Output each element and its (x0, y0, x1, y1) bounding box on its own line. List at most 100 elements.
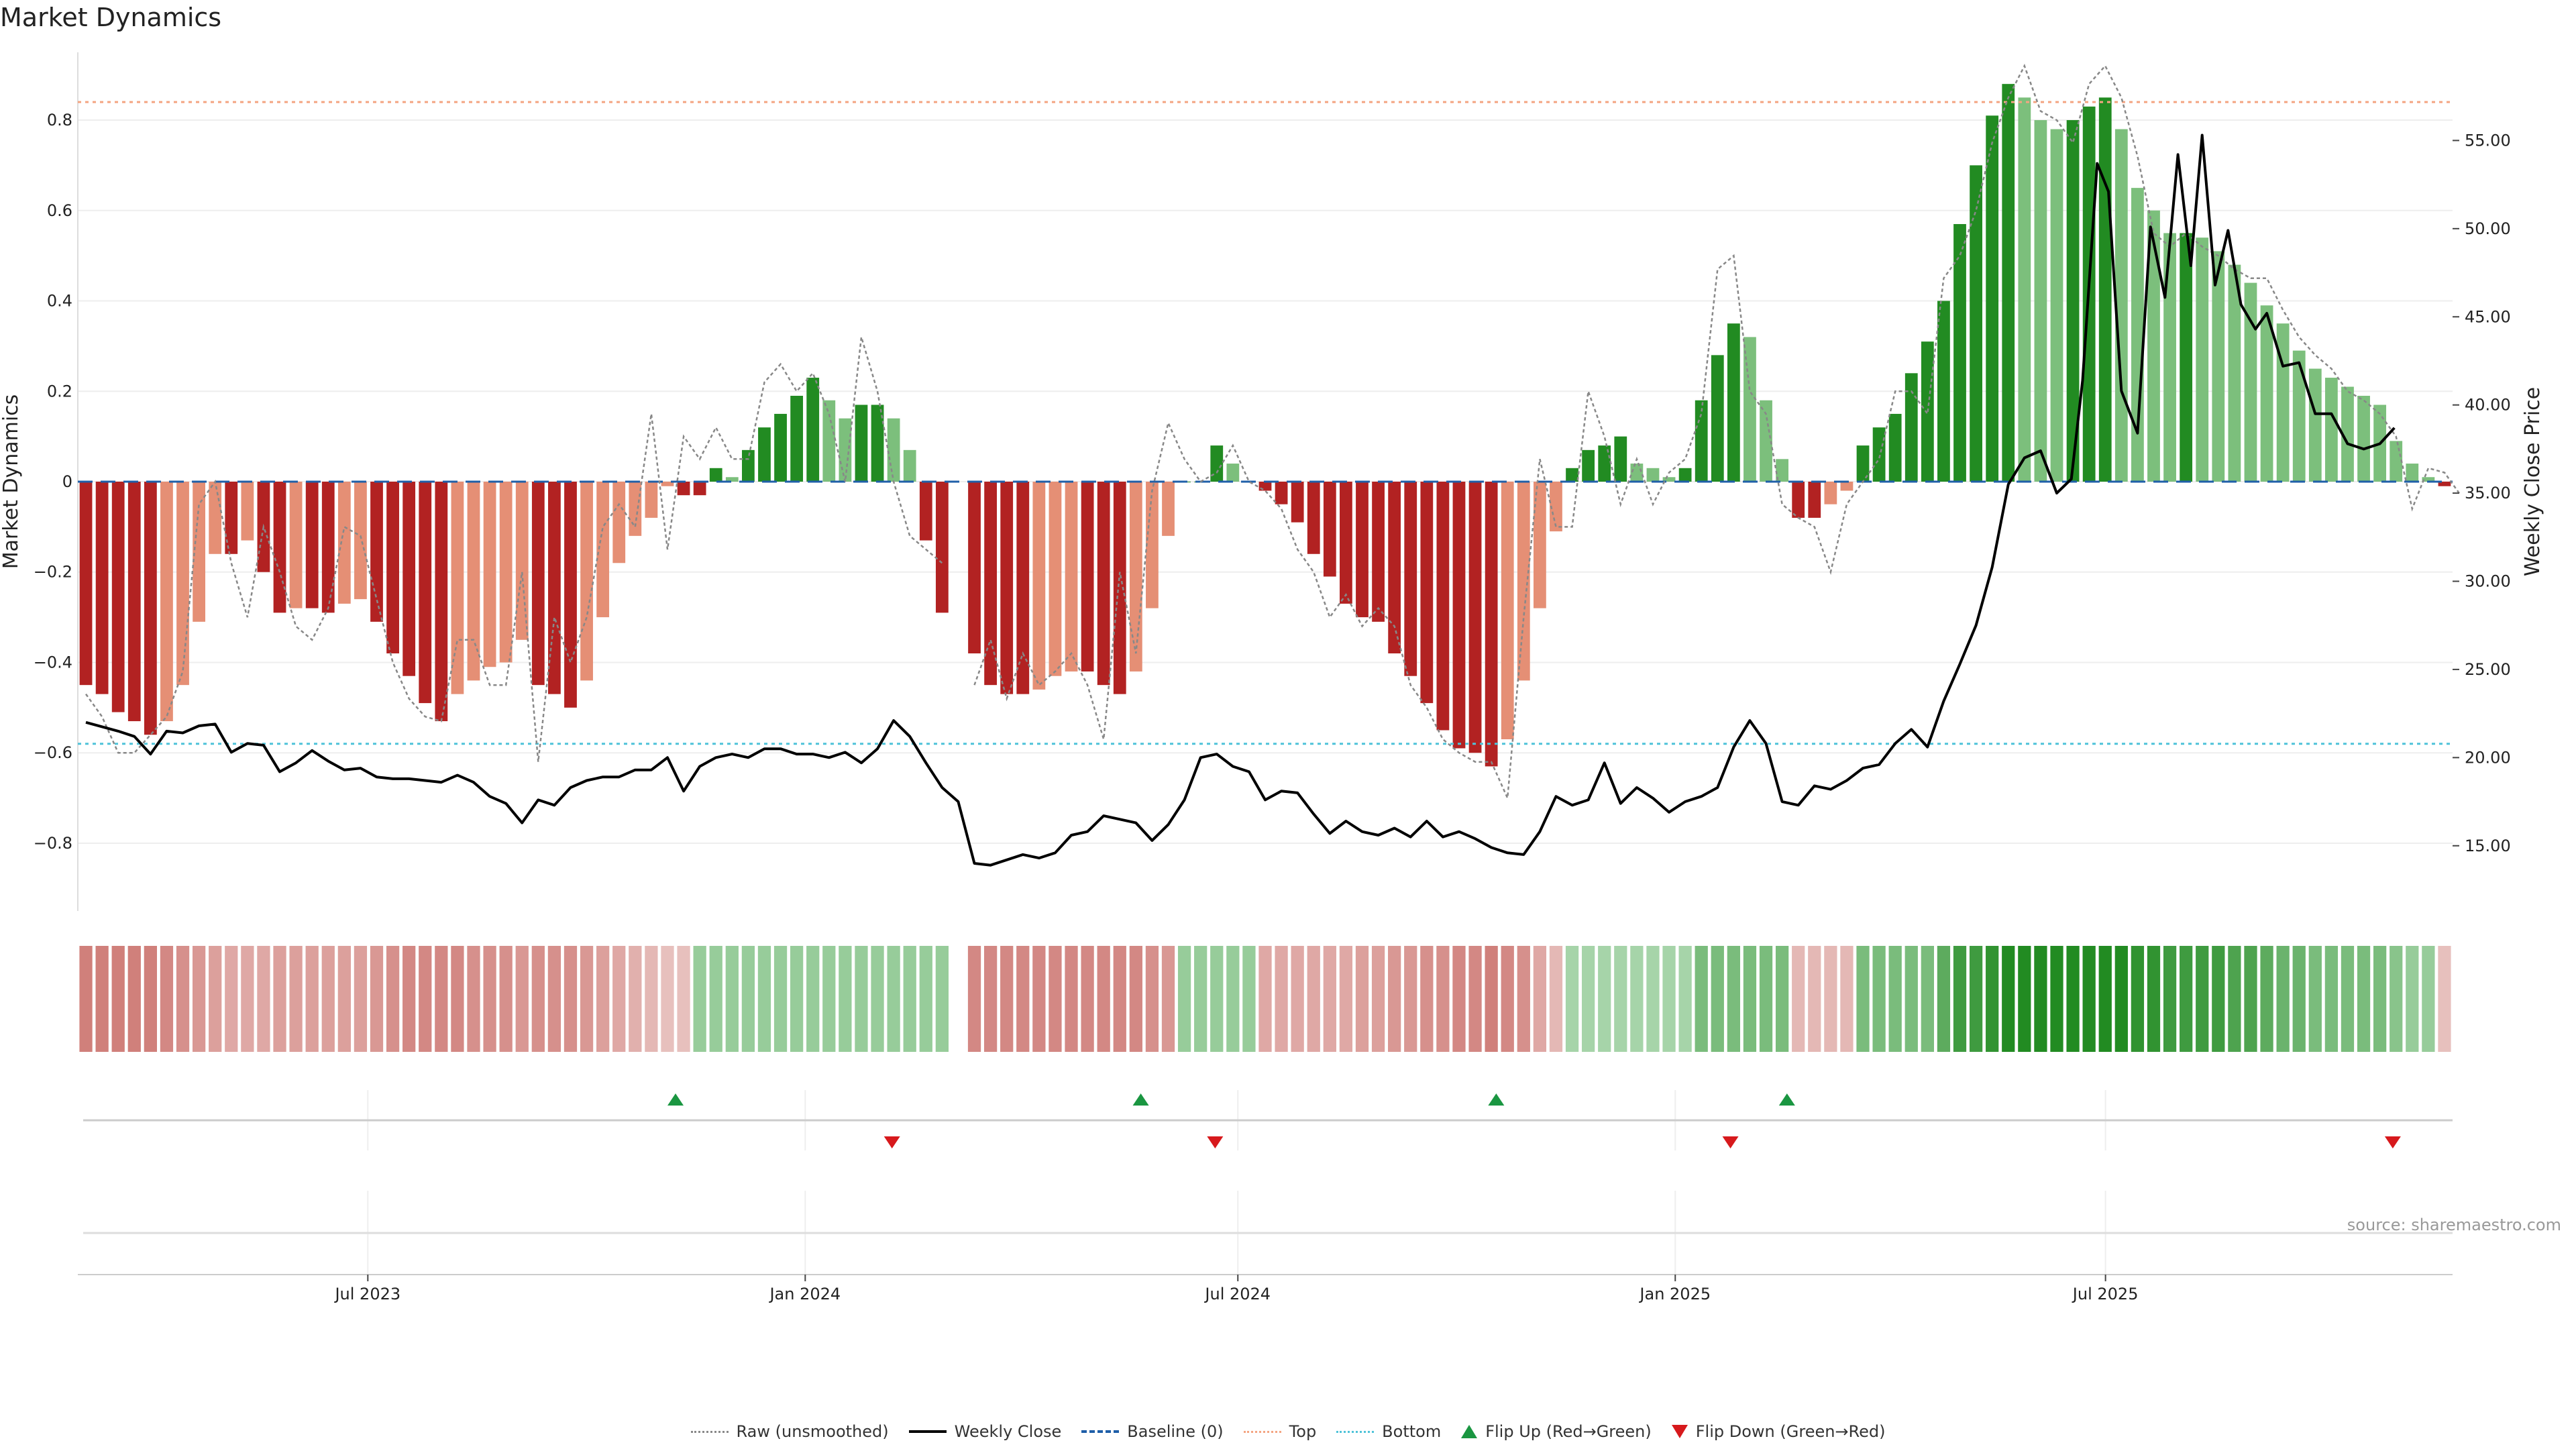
left-tick-label: 0 (62, 472, 72, 491)
bar-116 (1953, 224, 1966, 482)
heatmap-cell-130 (2180, 946, 2193, 1052)
heatmap-cell-106 (1792, 946, 1805, 1052)
heatmap-cell-112 (1888, 946, 1902, 1052)
heatmap-cell-116 (1953, 946, 1967, 1052)
bar-48 (855, 405, 868, 482)
flip-down-marker-0 (883, 1136, 900, 1148)
heatmap-cell-100 (1695, 946, 1708, 1052)
heatmap-cell-89 (1517, 946, 1530, 1052)
left-tick-label: 0.6 (47, 201, 72, 220)
heatmap-cell-9 (225, 946, 238, 1052)
bar-118 (1986, 115, 1999, 482)
heatmap-cell-104 (1759, 946, 1773, 1052)
bar-21 (419, 482, 432, 704)
heatmap-cell-41 (741, 946, 755, 1052)
bar-70 (1210, 445, 1224, 482)
heatmap-cell-95 (1614, 946, 1627, 1052)
heatmap-cell-139 (2324, 946, 2339, 1052)
heatmap-cell-47 (839, 946, 852, 1052)
bar-121 (2034, 120, 2047, 482)
legend-item-flip-up: Flip Up (Red→Green) (1461, 1422, 1652, 1441)
bar-75 (1291, 482, 1304, 523)
heatmap-cell-74 (1275, 946, 1288, 1052)
right-tick-label: 25.00 (2465, 660, 2511, 679)
flip-down-marker-3 (2384, 1136, 2401, 1148)
bar-125 (2098, 97, 2112, 482)
heatmap-cell-82 (1404, 946, 1417, 1052)
bar-135 (2260, 305, 2273, 482)
heatmap-cell-70 (1210, 946, 1224, 1052)
heatmap-cell-113 (1904, 946, 1918, 1052)
bar-104 (1760, 400, 1772, 482)
heatmap-cell-135 (2260, 946, 2273, 1052)
heatmap-cell-22 (435, 946, 448, 1052)
heatmap-cell-109 (1840, 946, 1854, 1052)
heatmap-cell-121 (2034, 946, 2047, 1052)
heatmap-cell-20 (402, 946, 416, 1052)
bar-43 (774, 413, 787, 482)
bar-95 (1614, 436, 1627, 482)
bar-3 (127, 482, 141, 722)
heatmap-cell-15 (321, 946, 335, 1052)
bar-93 (1582, 449, 1595, 482)
heatmap-cell-144 (2406, 946, 2419, 1052)
bar-131 (2196, 237, 2209, 482)
bar-44 (790, 396, 804, 482)
right-tick-label: 45.00 (2465, 307, 2511, 326)
left-tick-label: −0.2 (34, 563, 72, 582)
flip-down-marker-2 (1722, 1136, 1739, 1148)
heatmap-cell-129 (2163, 946, 2177, 1052)
heatmap-cell-126 (2114, 946, 2128, 1052)
bar-20 (402, 482, 416, 676)
heatmap-cell-71 (1226, 946, 1240, 1052)
right-tick-label: 20.00 (2465, 748, 2511, 767)
bar-141 (2357, 396, 2370, 482)
bar-79 (1356, 482, 1368, 618)
heatmap-cell-101 (1711, 946, 1724, 1052)
close-line-swatch-icon (908, 1430, 947, 1433)
heatmap-cell-59 (1032, 946, 1046, 1052)
heatmap-cell-88 (1501, 946, 1514, 1052)
heatmap-cell-92 (1565, 946, 1579, 1052)
bar-123 (2066, 120, 2080, 482)
heatmap-cell-118 (1986, 946, 1999, 1052)
heatmap-cell-35 (645, 946, 658, 1052)
bar-55 (968, 482, 981, 653)
bar-144 (2406, 464, 2419, 482)
heatmap-cell-125 (2098, 946, 2112, 1052)
bar-106 (1792, 482, 1805, 518)
heatmap-cell-99 (1678, 946, 1692, 1052)
bar-96 (1630, 464, 1644, 482)
bar-27 (515, 482, 529, 640)
heatmap-cell-51 (903, 946, 916, 1052)
heatmap-cell-56 (983, 946, 998, 1052)
bar-81 (1388, 482, 1401, 653)
bar-18 (370, 482, 383, 622)
heatmap-cell-94 (1598, 946, 1611, 1052)
heatmap-cell-37 (677, 946, 690, 1052)
heatmap-cell-16 (337, 946, 351, 1052)
heatmap-cell-86 (1468, 946, 1482, 1052)
flip-up-marker-3 (1778, 1093, 1795, 1106)
bar-90 (1533, 482, 1546, 608)
legend-item-weekly-close: Weekly Close (908, 1422, 1061, 1441)
bar-6 (176, 482, 189, 686)
bar-137 (2292, 350, 2306, 482)
bar-49 (871, 405, 884, 482)
bar-63 (1097, 482, 1110, 686)
legend-item-baseline: Baseline (0) (1081, 1422, 1224, 1441)
bar-73 (1258, 482, 1272, 491)
heatmap-cell-81 (1388, 946, 1401, 1052)
bar-111 (1872, 427, 1886, 482)
left-axis-title: Market Dynamics (0, 394, 23, 570)
heatmap-cell-93 (1582, 946, 1595, 1052)
bar-65 (1129, 482, 1142, 672)
heatmap-cell-98 (1662, 946, 1676, 1052)
heatmap-cell-27 (515, 946, 529, 1052)
heatmap-cell-108 (1824, 946, 1837, 1052)
bar-32 (596, 482, 610, 618)
bar-132 (2212, 251, 2225, 482)
bar-52 (919, 482, 932, 541)
bar-84 (1436, 482, 1450, 731)
bar-53 (935, 482, 949, 613)
